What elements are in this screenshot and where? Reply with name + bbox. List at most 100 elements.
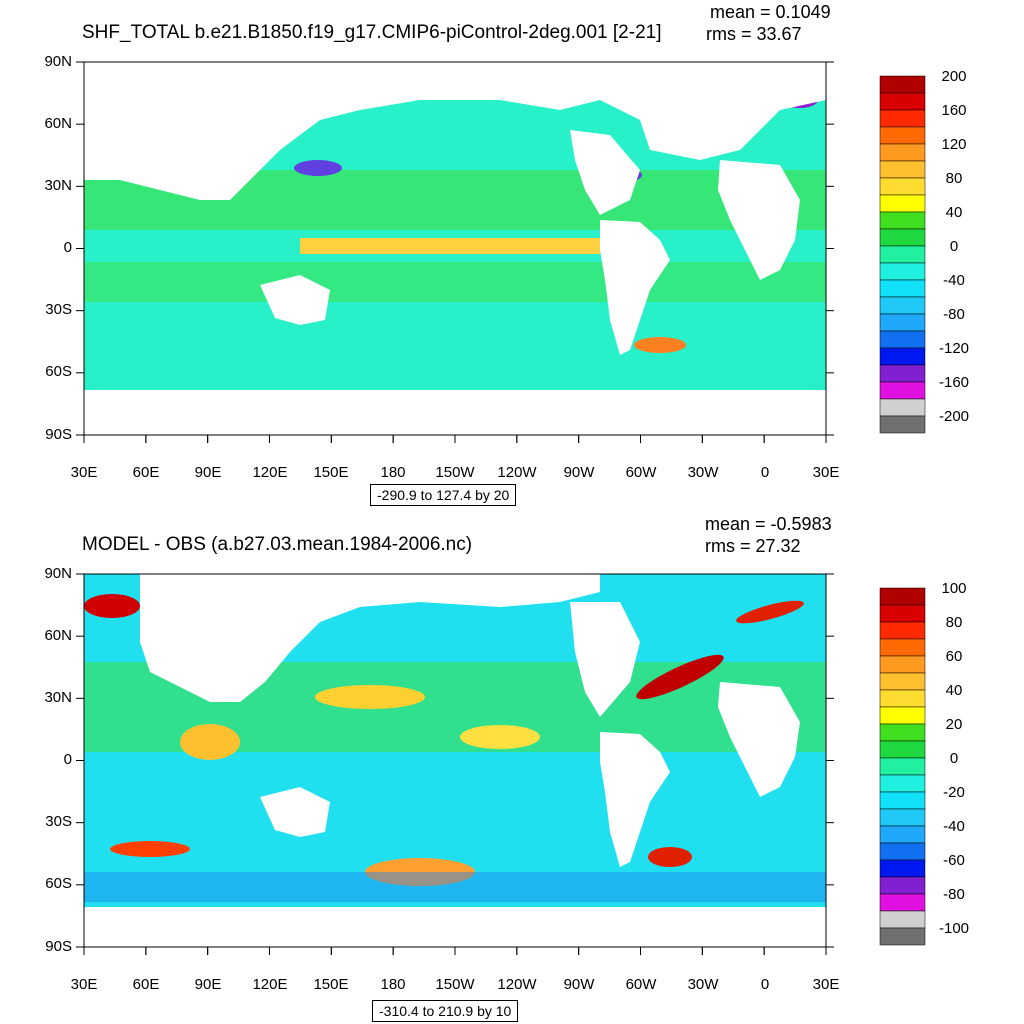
lat-label: 60S (45, 363, 72, 380)
colorbar-label: 40 (945, 204, 963, 221)
colorbar-swatch (879, 415, 926, 434)
gulf-stream-feature (636, 654, 724, 700)
colorbar-swatch (879, 296, 926, 315)
colorbar-label: -20 (943, 784, 965, 801)
colorbar-label: -60 (943, 852, 965, 869)
colorbar-swatch (879, 262, 926, 281)
colorbar-swatch (879, 876, 926, 895)
colorbar-label: 200 (941, 68, 967, 85)
colorbar-swatch (879, 774, 926, 793)
colorbar-label: 20 (945, 716, 963, 733)
lat-label: 0 (63, 239, 72, 256)
rms-label: rms = 27.32 (705, 536, 801, 556)
lon-label: 30E (70, 976, 98, 993)
colorbar-swatch (879, 194, 926, 213)
panel-title: SHF_TOTAL b.e21.B1850.f19_g17.CMIP6-piCo… (82, 22, 662, 43)
lon-label: 150E (313, 464, 349, 481)
lon-label: 180 (380, 976, 406, 993)
colorbar-label: 80 (945, 170, 963, 187)
colorbar-swatch (879, 279, 926, 298)
lon-label: 30W (687, 976, 719, 993)
contour-range-label: -290.9 to 127.4 by 20 (370, 484, 517, 506)
colorbar-label: -160 (938, 374, 970, 391)
map-panel-top: SHF_TOTAL b.e21.B1850.f19_g17.CMIP6-piCo… (44, 2, 970, 506)
lon-label: 30W (687, 464, 719, 481)
lon-label: 120W (497, 976, 537, 993)
nordic-seas-feature (736, 600, 804, 624)
colorbar-swatch (879, 842, 926, 861)
southern-ocean-band (84, 872, 826, 902)
colorbar-label: -120 (938, 340, 970, 357)
colorbar-label: 60 (945, 648, 963, 665)
brazil-malvinas-feature (634, 337, 686, 353)
colorbar-swatch (879, 143, 926, 162)
lat-label: 60S (45, 875, 72, 892)
lon-label: 0 (760, 464, 770, 481)
colorbar-swatch (879, 398, 926, 417)
colorbar-swatch (879, 228, 926, 247)
lat-label: 30N (44, 177, 72, 194)
colorbar-swatch (879, 211, 926, 230)
land-mask (84, 574, 826, 922)
map-plot-top (76, 61, 926, 443)
subtropical-band-south (84, 262, 826, 302)
lon-label: 60W (625, 464, 657, 481)
colorbar-swatch (879, 330, 926, 349)
colorbar-swatch (879, 689, 926, 708)
lon-label: 60W (625, 976, 657, 993)
colorbar-swatch (879, 757, 926, 776)
lon-label: 180 (380, 464, 406, 481)
colorbar-swatch (879, 672, 926, 691)
colorbar-swatch (879, 706, 926, 725)
colorbar-swatch (879, 927, 926, 946)
barents-feature (84, 594, 140, 618)
equatorial-band (300, 238, 600, 254)
map-plot-bottom (76, 573, 926, 955)
lat-label: 60N (44, 627, 72, 644)
lon-label: 60E (132, 976, 160, 993)
contour-range-label: -310.4 to 210.9 by 10 (372, 1000, 519, 1022)
lat-label: 90N (44, 53, 72, 70)
colorbar-label: -80 (943, 886, 965, 903)
colorbar-swatch (879, 92, 926, 111)
colorbar-label: -40 (943, 272, 965, 289)
colorbar-swatch (879, 638, 926, 657)
lon-label: 30E (812, 464, 840, 481)
lon-label: 90W (563, 976, 595, 993)
lon-label: 150W (435, 976, 475, 993)
axis-ticks (76, 61, 834, 443)
lon-label: 120E (252, 976, 288, 993)
colorbar-swatch (879, 75, 926, 94)
south-pacific-feature (365, 858, 475, 886)
colorbar-swatch (879, 740, 926, 759)
colorbar-label: 0 (949, 750, 959, 767)
lat-label: 30S (45, 813, 72, 830)
lon-label: 120E (252, 464, 288, 481)
mean-label: mean = -0.5983 (705, 514, 832, 534)
axis-ticks (76, 573, 834, 955)
colorbar-swatch (879, 791, 926, 810)
colorbar-swatch (879, 109, 926, 128)
colorbar-label: 0 (949, 238, 959, 255)
lon-label: 60E (132, 464, 160, 481)
colorbar-swatch (879, 313, 926, 332)
lon-label: 30E (70, 464, 98, 481)
colorbar-swatch (879, 808, 926, 827)
lon-label: 150E (313, 976, 349, 993)
colorbar-swatch (879, 381, 926, 400)
lon-label: 120W (497, 464, 537, 481)
colorbar-swatch (879, 910, 926, 929)
colorbar-swatch (879, 893, 926, 912)
lat-label: 90S (45, 938, 72, 955)
lon-label: 90W (563, 464, 595, 481)
lat-label: 30S (45, 301, 72, 318)
lon-label: 0 (760, 976, 770, 993)
tropical-pacific-feature (460, 725, 540, 749)
colorbar-label: 120 (941, 136, 967, 153)
colorbar-label: 40 (945, 682, 963, 699)
lon-label: 90E (194, 976, 222, 993)
colorbar-label: -80 (943, 306, 965, 323)
lon-label: 30E (812, 976, 840, 993)
colorbar-label: -40 (943, 818, 965, 835)
lat-label: 90N (44, 565, 72, 582)
